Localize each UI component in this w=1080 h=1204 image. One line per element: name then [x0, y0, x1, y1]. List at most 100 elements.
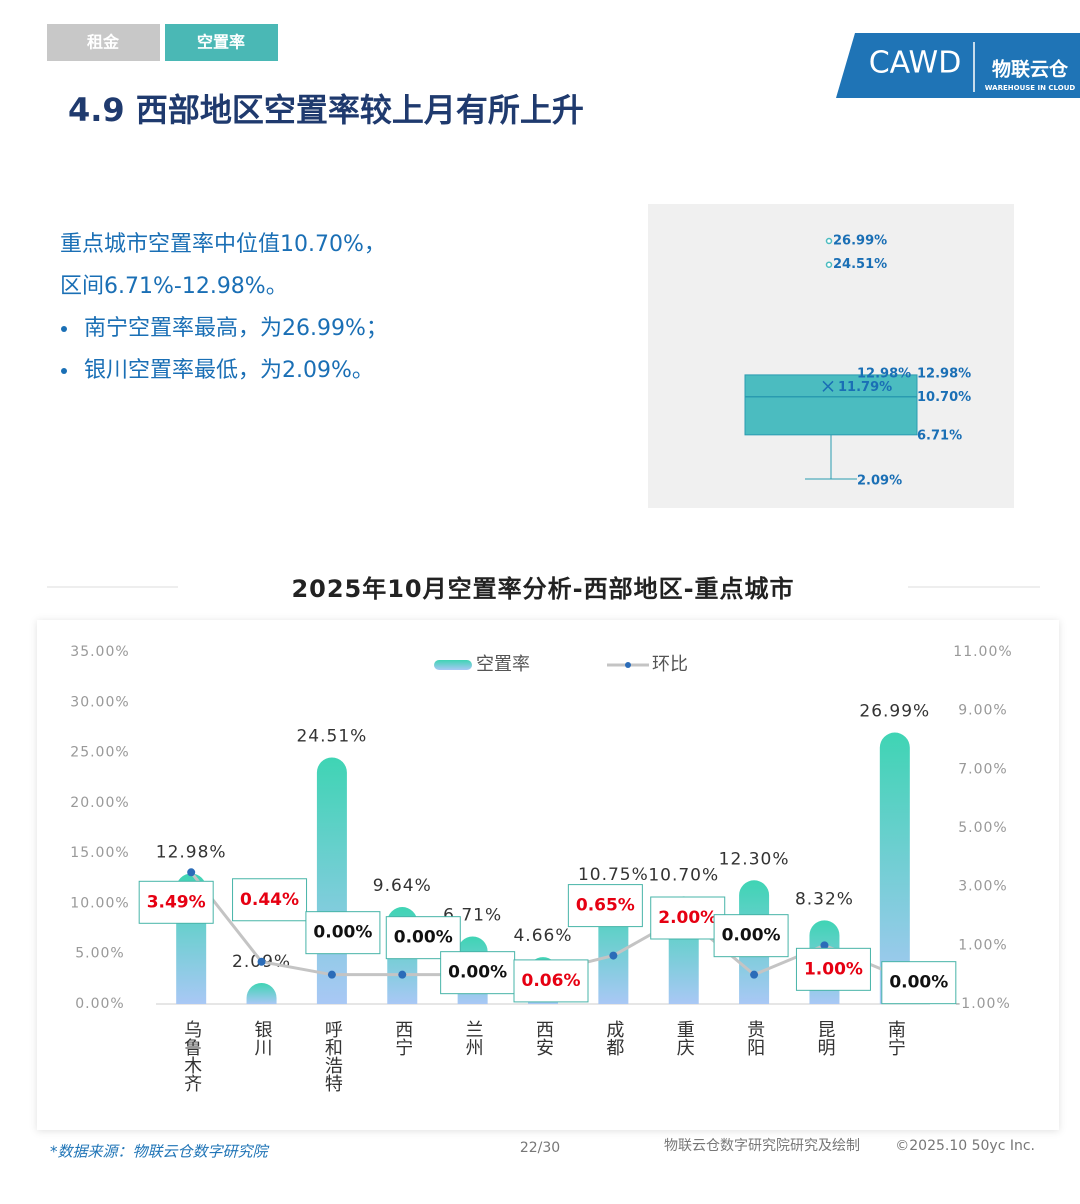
- tab[interactable]: [165, 24, 278, 61]
- footer-source: *数据来源：物联云仓数字研究院: [50, 1143, 270, 1161]
- bar-value-label: 8.32%: [795, 889, 854, 909]
- line-value-label: 0.00%: [448, 963, 507, 983]
- bar-value-label: 12.30%: [719, 849, 790, 869]
- footer-copyright: ©2025.10 50yc Inc.: [895, 1138, 1035, 1154]
- box-label: 26.99%: [833, 234, 887, 249]
- y2-tick-label: 3.00%: [958, 879, 1007, 895]
- y2-tick-label: 1.00%: [958, 937, 1007, 953]
- line-value-label: 0.65%: [576, 896, 635, 916]
- y-tick-label: 10.00%: [70, 895, 129, 911]
- bar-value-label: 4.66%: [513, 926, 572, 946]
- logo-text: CAWD: [869, 46, 962, 81]
- line-value-label: 0.00%: [394, 928, 453, 948]
- bar-value-label: 24.51%: [296, 726, 367, 746]
- line-point: [187, 868, 196, 877]
- chart-title: 2025年10月空置率分析-西部地区-重点城市: [291, 575, 794, 603]
- line-point: [609, 951, 618, 960]
- summary-line: 区间6.71%-12.98%。: [60, 274, 288, 299]
- line-value-label: 0.00%: [889, 973, 948, 993]
- line-point: [750, 970, 759, 979]
- line-point: [398, 970, 407, 979]
- line-label-box: [440, 951, 516, 995]
- y2-tick-label: 9.00%: [958, 703, 1007, 719]
- line-value-label: 3.49%: [147, 892, 206, 912]
- x-tick-label: 重庆: [674, 1020, 695, 1056]
- x-tick-label: 西安: [533, 1020, 554, 1056]
- y2-tick-label: -1.00%: [955, 996, 1011, 1012]
- box-outlier: [825, 261, 833, 268]
- line-value-label: 0.06%: [522, 971, 581, 991]
- box-label: 12.98%: [917, 366, 971, 381]
- line-value-label: 2.00%: [658, 908, 717, 928]
- x-tick-label: 昆明: [814, 1020, 835, 1057]
- line-point: [820, 941, 829, 950]
- y-tick-label: 0.00%: [75, 996, 124, 1012]
- logo-brand: 物联云仓: [992, 58, 1069, 81]
- line-point: [327, 970, 336, 979]
- box-iqr: [744, 374, 918, 436]
- x-tick-label: 成都: [603, 1020, 624, 1056]
- bar: [246, 983, 277, 1004]
- y2-tick-label: 5.00%: [958, 820, 1007, 836]
- bullet-line: 南宁空置率最高，为26.99%；: [84, 316, 388, 341]
- box-label: 6.71%: [917, 428, 962, 443]
- x-tick-label: 兰州: [463, 1020, 484, 1056]
- footer-credit: 物联云仓数字研究院研究及绘制: [664, 1138, 860, 1154]
- logo-brand-en: WAREHOUSE IN CLOUD: [985, 84, 1076, 92]
- bullet-dot: [61, 368, 67, 374]
- bar-value-label: 10.75%: [578, 865, 649, 885]
- x-tick-label: 西宁: [392, 1020, 413, 1056]
- page-title: 4.9 西部地区空置率较上月有所上升: [68, 91, 584, 129]
- y-tick-label: 15.00%: [70, 845, 129, 861]
- y-tick-label: 25.00%: [70, 745, 129, 761]
- box-label: 11.79%: [838, 380, 892, 395]
- line-label-box: [305, 911, 381, 955]
- bar-value-label: 10.70%: [648, 865, 719, 885]
- x-tick-label: 南宁: [885, 1020, 906, 1056]
- y-tick-label: 30.00%: [70, 694, 129, 710]
- line-label-box: [713, 914, 789, 958]
- tab-label[interactable]: 空置率: [197, 33, 245, 52]
- y-tick-label: 35.00%: [70, 644, 129, 660]
- x-tick-label: 乌鲁木齐: [181, 1020, 202, 1092]
- box-label: 2.09%: [857, 474, 902, 489]
- legend-swatch: [625, 662, 631, 668]
- bar: [879, 732, 910, 1004]
- line-value-label: 0.00%: [313, 923, 372, 943]
- y-tick-label: 5.00%: [75, 946, 124, 962]
- line-label-box: [881, 961, 957, 1005]
- x-tick-label: 银川: [252, 1020, 273, 1056]
- x-tick-label: 呼和浩特: [322, 1020, 343, 1092]
- legend-label: 空置率: [476, 654, 530, 675]
- line-point: [257, 957, 266, 966]
- y-tick-label: 20.00%: [70, 795, 129, 811]
- logo-bg: [836, 33, 1080, 98]
- box-mean: [822, 380, 834, 392]
- line-value-label: 1.00%: [804, 959, 863, 979]
- box-outlier: [825, 237, 833, 245]
- tab[interactable]: [47, 24, 160, 61]
- box-label: 24.51%: [833, 257, 887, 272]
- legend-swatch: [434, 660, 472, 670]
- footer-page: 22/30: [520, 1140, 560, 1156]
- tab-label[interactable]: 租金: [87, 33, 120, 52]
- bar-value-label: 12.98%: [156, 842, 227, 862]
- line-value-label: 0.44%: [240, 890, 299, 910]
- bullet-line: 银川空置率最低，为2.09%。: [84, 358, 374, 383]
- legend-label: 环比: [652, 654, 688, 675]
- y2-tick-label: 11.00%: [953, 644, 1012, 660]
- line-label-box: [232, 878, 308, 922]
- y2-tick-label: 7.00%: [958, 761, 1007, 777]
- x-tick-label: 贵阳: [744, 1020, 765, 1056]
- box-label: 12.98%: [857, 366, 911, 381]
- line-label-box: [138, 880, 214, 924]
- line-label-box: [567, 884, 643, 928]
- line-label-box: [795, 947, 871, 991]
- bar: [316, 757, 347, 1004]
- bar-value-label: 26.99%: [859, 702, 930, 722]
- line-label-box: [650, 896, 726, 940]
- bar-value-label: 9.64%: [373, 876, 432, 896]
- title-box: [178, 565, 908, 615]
